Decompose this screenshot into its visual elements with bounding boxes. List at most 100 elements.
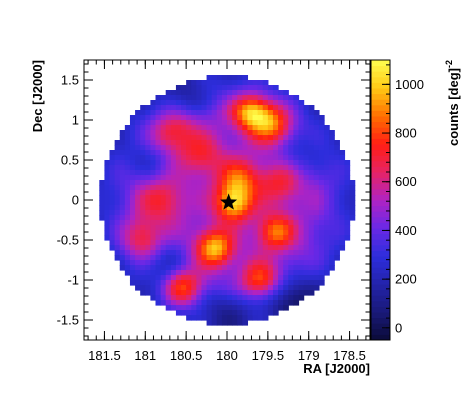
heatmap-cell [237, 140, 243, 146]
heatmap-cell [160, 225, 167, 231]
heatmap-cell [109, 245, 116, 251]
heatmap-cell [272, 175, 279, 181]
heatmap-cell [237, 205, 243, 211]
heatmap-cell [324, 205, 330, 211]
heatmap-cell [145, 170, 151, 176]
heatmap-cell [283, 210, 289, 216]
heatmap-cell [242, 90, 249, 96]
heatmap-cell [160, 250, 167, 256]
heatmap-cell [293, 290, 300, 296]
heatmap-cell [227, 300, 233, 306]
heatmap-cell [175, 85, 182, 91]
heatmap-cell [283, 245, 289, 251]
heatmap-cell [135, 235, 141, 241]
heatmap-cell [324, 245, 330, 251]
heatmap-cell [278, 140, 284, 146]
heatmap-cell [257, 180, 264, 186]
heatmap-cell [186, 105, 192, 111]
heatmap-cell [165, 185, 172, 191]
colorbar-step [371, 132, 390, 139]
heatmap-cell [135, 255, 141, 261]
heatmap-cell [109, 225, 116, 231]
heatmap-cell [119, 150, 126, 156]
heatmap-cell [160, 155, 167, 161]
heatmap-cell [278, 260, 284, 266]
colorbar-step [371, 116, 390, 123]
heatmap-cell [227, 305, 233, 311]
heatmap-cell [237, 105, 243, 111]
heatmap-cell [175, 180, 182, 186]
colorbar-step [371, 138, 390, 145]
heatmap-cell [272, 180, 279, 186]
heatmap-cell [99, 210, 106, 216]
heatmap-cell [196, 155, 203, 161]
heatmap-cell [186, 180, 192, 186]
heatmap-cell [150, 265, 157, 271]
heatmap-cell [201, 190, 208, 196]
heatmap-cell [196, 180, 203, 186]
heatmap-cell [257, 190, 264, 196]
heatmap-cell [221, 115, 228, 121]
heatmap-cell [344, 230, 351, 236]
heatmap-cell [334, 155, 340, 161]
heatmap-cell [272, 250, 279, 256]
heatmap-cell [313, 185, 320, 191]
heatmap-cell [170, 100, 177, 106]
heatmap-cell [227, 235, 233, 241]
heatmap-cell [232, 160, 238, 166]
heatmap-cell [262, 290, 269, 296]
heatmap-cell [206, 150, 213, 156]
heatmap-cell [257, 200, 264, 206]
heatmap-cell [221, 185, 228, 191]
heatmap-cell [206, 290, 213, 296]
heatmap-cell [160, 285, 167, 291]
heatmap-cell [267, 160, 274, 166]
heatmap-cell [298, 235, 305, 241]
heatmap-cell [252, 255, 259, 261]
heatmap-cell [267, 240, 274, 246]
heatmap-cell [129, 130, 136, 136]
heatmap-cell [181, 280, 187, 286]
heatmap-cell [232, 300, 238, 306]
heatmap-cell [216, 185, 223, 191]
heatmap-cell [206, 190, 213, 196]
heatmap-cell [109, 185, 116, 191]
heatmap-cell [119, 165, 126, 171]
heatmap-cell [227, 290, 233, 296]
heatmap-cell [196, 280, 203, 286]
heatmap-cell [186, 130, 192, 136]
heatmap-cell [140, 130, 146, 136]
heatmap-cell [216, 305, 223, 311]
heatmap-cell [227, 150, 233, 156]
heatmap-cell [124, 145, 131, 151]
heatmap-cell [257, 170, 264, 176]
heatmap-cell [262, 155, 269, 161]
heatmap-cell [221, 195, 228, 201]
heatmap-cell [145, 125, 151, 131]
heatmap-cell [262, 190, 269, 196]
heatmap-cell [155, 220, 162, 226]
heatmap-cell [221, 245, 228, 251]
heatmap-cell [303, 175, 310, 181]
heatmap-cell [196, 260, 203, 266]
heatmap-cell [227, 140, 233, 146]
heatmap-cell [227, 230, 233, 236]
heatmap-cell [175, 165, 182, 171]
heatmap-cell [298, 280, 305, 286]
heatmap-cell [186, 140, 192, 146]
heatmap-cell [242, 100, 249, 106]
heatmap-cell [313, 220, 320, 226]
heatmap-cell [175, 145, 182, 151]
heatmap-cell [237, 120, 243, 126]
heatmap-cell [313, 160, 320, 166]
heatmap-cell [232, 260, 238, 266]
heatmap-cell [201, 310, 208, 316]
heatmap-cell [165, 300, 172, 306]
heatmap-cell [318, 250, 325, 256]
heatmap-cell [175, 300, 182, 306]
heatmap-cell [267, 185, 274, 191]
heatmap-cell [181, 135, 187, 141]
heatmap-cell [201, 120, 208, 126]
heatmap-cell [175, 230, 182, 236]
heatmap-cell [298, 125, 305, 131]
